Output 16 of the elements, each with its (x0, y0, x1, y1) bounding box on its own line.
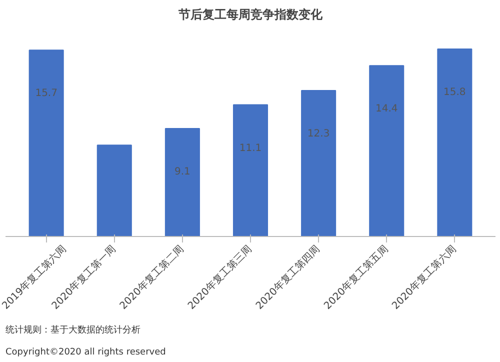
data-label: 11.1 (239, 142, 262, 154)
bar (28, 50, 64, 236)
bar (96, 144, 132, 236)
text: 统计规则：基于大数据的统计分析 (6, 324, 140, 336)
bar (437, 48, 472, 236)
text: Copyright©2020 all rights reserved (6, 348, 166, 358)
bar (164, 128, 200, 236)
data-label: 12.3 (307, 128, 330, 140)
chart-title: 节后复工每周竞争指数变化 (178, 8, 324, 22)
bar (369, 65, 404, 236)
data-label: 15.7 (35, 88, 58, 100)
data-label: 9.1 (174, 166, 190, 178)
data-label: 15.8 (444, 87, 466, 98)
data-label: 14.4 (375, 104, 398, 115)
bar (232, 104, 268, 236)
bar (301, 90, 336, 236)
